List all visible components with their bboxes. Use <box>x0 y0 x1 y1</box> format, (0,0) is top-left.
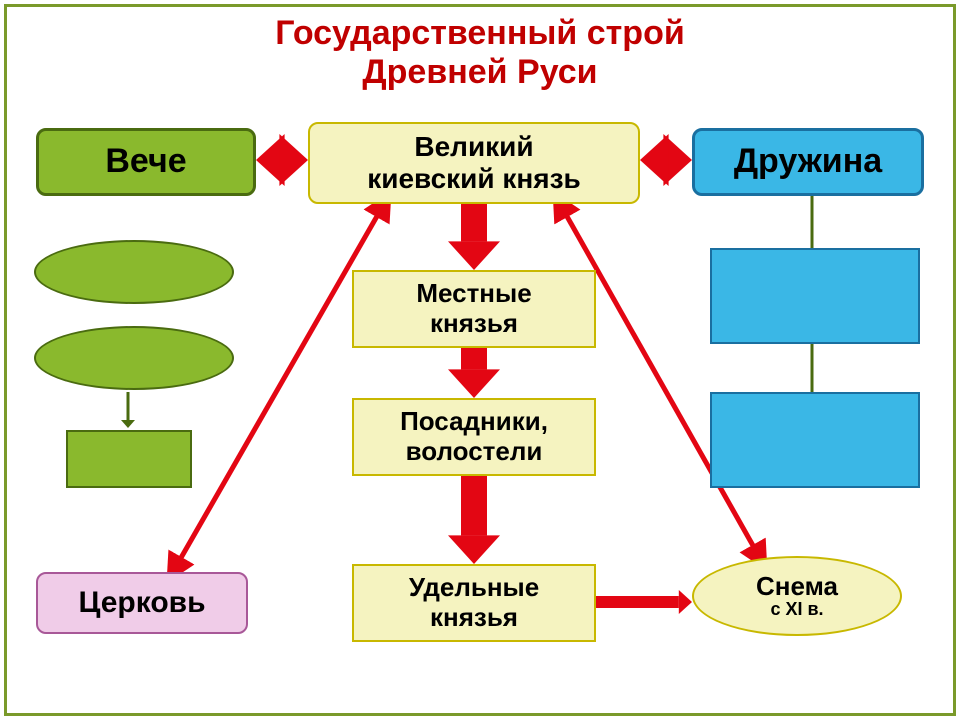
node-udel: Удельныекнязья <box>352 564 596 642</box>
title-line1: Государственный строй <box>0 14 960 53</box>
node-green_ellipse2 <box>34 326 234 390</box>
node-druzhina: Дружина <box>692 128 924 196</box>
title-line2: Древней Руси <box>0 53 960 92</box>
node-blue_rect2 <box>710 392 920 488</box>
node-church: Церковь <box>36 572 248 634</box>
node-posadniki: Посадники,волостели <box>352 398 596 476</box>
node-grand_prince: Великийкиевский князь <box>308 122 640 204</box>
node-local_princes: Местныекнязья <box>352 270 596 348</box>
node-green_ellipse1 <box>34 240 234 304</box>
node-blue_rect1 <box>710 248 920 344</box>
node-veche: Вече <box>36 128 256 196</box>
slide-title: Государственный строй Древней Руси <box>0 14 960 92</box>
node-green_rect <box>66 430 192 488</box>
node-snema: Снемас XI в. <box>692 556 902 636</box>
